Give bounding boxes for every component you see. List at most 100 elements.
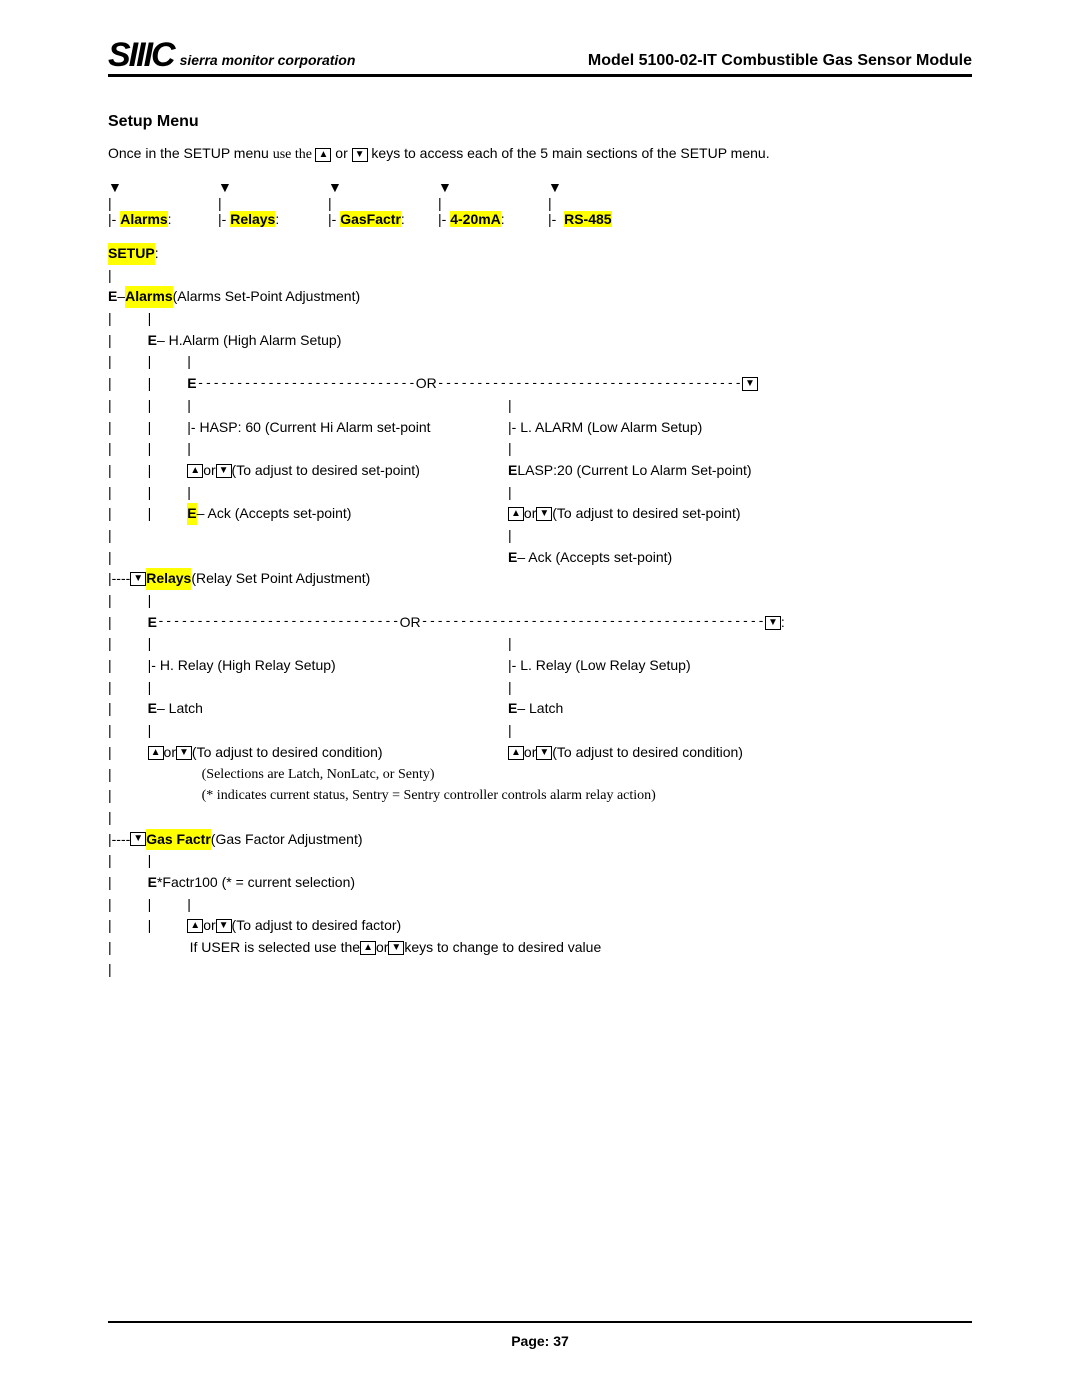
tab-alarms: |- Alarms: [108,211,218,227]
tree-line: || [108,720,508,742]
intro-prefix: Once in the SETUP menu [108,145,273,161]
tree-line: | [508,395,972,417]
tree-line: || [108,308,972,330]
down-key-icon: ▼ [176,746,192,760]
tree-line: | [508,720,972,742]
up-key-icon: ▲ [508,746,524,760]
tree-pipe: | [438,195,548,211]
relay-note: |(* indicates current status, Sentry = S… [108,785,972,807]
intro-text: Once in the SETUP menu use the ▲ or ▼ ke… [108,145,972,163]
section-title: Setup Menu [108,113,972,131]
relay-note: |(Selections are Latch, NonLatc, or Sent… [108,764,972,786]
adjust-node: ▲ or ▼ (To adjust to desired set-point) [508,503,972,525]
header: SIIIC sierra monitor corporation Model 5… [108,38,972,77]
setup-root: SETUP: [108,243,972,265]
logo-sub: sierra monitor corporation [180,52,356,68]
down-key-icon: ▼ [765,616,781,630]
up-key-icon: ▲ [360,941,376,955]
tree-line: | [108,547,508,569]
adjust-node: ▲ or ▼ (To adjust to desired condition) [508,742,972,764]
footer: Page: 37 [0,1321,1080,1349]
tree-line: | [108,525,508,547]
alarms-node: E – Alarms (Alarms Set-Point Adjustment) [108,286,972,308]
tree-line: ||| [108,894,972,916]
logo: SIIIC sierra monitor corporation [108,38,355,72]
down-key-icon: ▼ [536,746,552,760]
factr100-node: |E *Factr100 (* = current selection) [108,872,972,894]
tree-line: ||| [108,438,508,460]
tab-col: ▼ | |- Relays: [218,179,328,227]
down-key-icon: ▼ [216,464,232,478]
intro-mid: or [331,145,351,161]
tabs-row: ▼ | |- Alarms: ▼ | |- Relays: ▼ | |- Gas… [108,179,972,227]
down-key-icon: ▼ [130,832,146,846]
tree-line: | [508,438,972,460]
halarm-node: |E – H.Alarm (High Alarm Setup) [108,330,972,352]
down-arrow-icon: ▼ [218,179,328,195]
latch-node: |E – Latch [108,698,508,720]
tab-col: ▼ | |- 4-20mA: [438,179,548,227]
down-key-icon: ▼ [130,572,146,586]
user-note: |If USER is selected use the ▲ or ▼ keys… [108,937,972,959]
tree-line: | [508,677,972,699]
lalarm-node: |- L. ALARM (Low Alarm Setup) [508,417,972,439]
or-branch: |E ------------------------------- OR---… [108,612,972,634]
tree-line: | [508,482,972,504]
up-key-icon: ▲ [187,464,203,478]
tree-line: || [108,590,972,612]
tree-pipe: | [108,195,218,211]
tree-line: ||| [108,395,508,417]
logo-main: SIIIC [108,38,174,72]
tree-line: || [108,850,972,872]
setup-tree: SETUP: | E – Alarms (Alarms Set-Point Ad… [108,243,972,980]
tree-line: || [108,677,508,699]
tree-pipe: | [328,195,438,211]
adjust-node: ||▲ or ▼ (To adjust to desired factor) [108,915,972,937]
lasp-node: E LASP:20 (Current Lo Alarm Set-point) [508,460,972,482]
up-key-icon: ▲ [315,148,331,162]
up-key-icon: ▲ [148,746,164,760]
adjust-node: |▲ or ▼ (To adjust to desired condition) [108,742,508,764]
down-arrow-icon: ▼ [548,179,658,195]
tab-420ma: |- 4-20mA: [438,211,548,227]
tab-col: ▼ | |- Alarms: [108,179,218,227]
ack-node: ||E – Ack (Accepts set-point) [108,503,508,525]
hasp-node: |||- HASP: 60 (Current Hi Alarm set-poin… [108,417,508,439]
tree-line: ||| [108,351,972,373]
relays-node: |----▼ Relays (Relay Set Point Adjustmen… [108,568,972,590]
ack-node: E – Ack (Accepts set-point) [508,547,972,569]
tree-line: ||| [108,482,508,504]
tab-col: ▼ | |- RS-485 [548,179,658,227]
tree-line: | [108,265,972,287]
gasfactr-node: |----▼ Gas Factr (Gas Factor Adjustment) [108,829,972,851]
tree-line: | [108,959,972,981]
tree-pipe: | [218,195,328,211]
down-arrow-icon: ▼ [108,179,218,195]
tree-line: | [508,525,972,547]
model-title: Model 5100-02-IT Combustible Gas Sensor … [588,52,972,70]
hrelay-node: ||- H. Relay (High Relay Setup) [108,655,508,677]
up-key-icon: ▲ [508,507,524,521]
tree-line: | [108,807,972,829]
tree-line: | [508,633,972,655]
latch-node: E – Latch [508,698,972,720]
up-key-icon: ▲ [187,919,203,933]
tab-col: ▼ | |- GasFactr: [328,179,438,227]
tree-line: || [108,633,508,655]
tab-rs485: |- RS-485 [548,211,658,227]
tree-pipe: | [548,195,658,211]
down-arrow-icon: ▼ [438,179,548,195]
tab-gasfactr: |- GasFactr: [328,211,438,227]
down-key-icon: ▼ [352,148,368,162]
lrelay-node: |- L. Relay (Low Relay Setup) [508,655,972,677]
down-key-icon: ▼ [388,941,404,955]
down-key-icon: ▼ [742,377,758,391]
down-key-icon: ▼ [216,919,232,933]
down-key-icon: ▼ [536,507,552,521]
or-branch: ||E ---------------------------- OR-----… [108,373,972,395]
intro-serif: use the [273,147,316,162]
down-arrow-icon: ▼ [328,179,438,195]
adjust-node: ||▲ or ▼ (To adjust to desired set-point… [108,460,508,482]
page-number: Page: 37 [511,1333,569,1349]
tab-relays: |- Relays: [218,211,328,227]
